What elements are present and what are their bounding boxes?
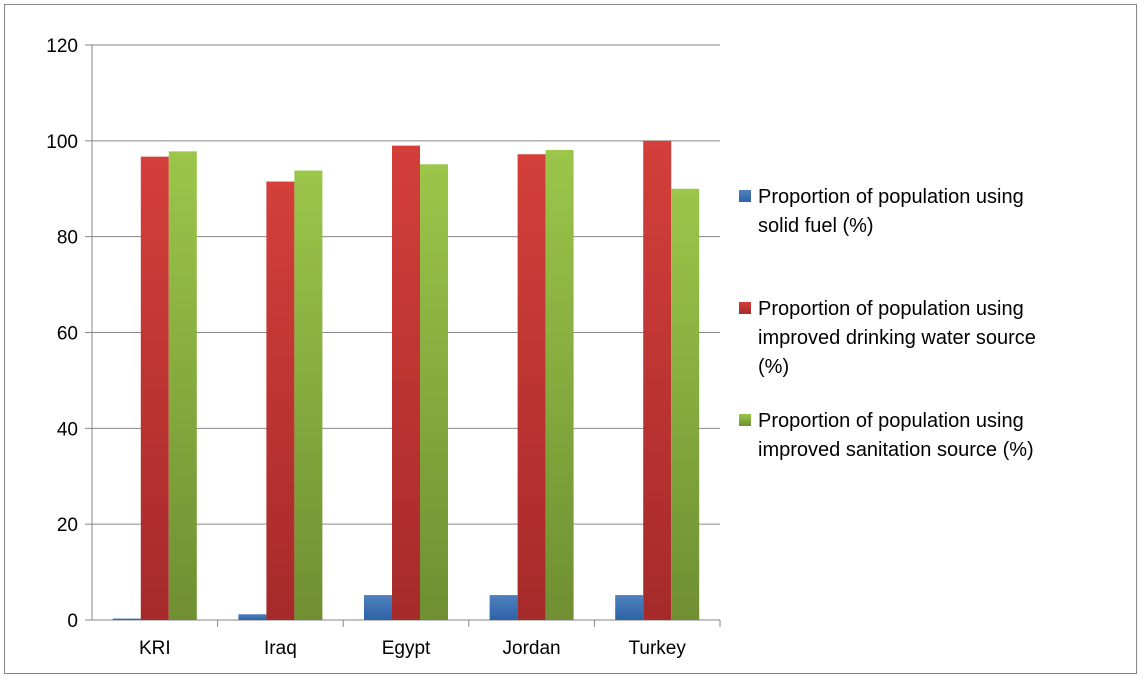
x-tick-label: Jordan bbox=[503, 638, 561, 659]
legend-label: improved drinking water source bbox=[758, 327, 1036, 349]
x-tick-label: Turkey bbox=[629, 638, 687, 659]
x-tick-label: Egypt bbox=[382, 638, 431, 659]
legend-label: solid fuel (%) bbox=[758, 215, 874, 237]
legend-label: (%) bbox=[758, 356, 789, 378]
y-tick-label: 120 bbox=[46, 36, 78, 57]
bar bbox=[517, 154, 546, 620]
bar bbox=[266, 181, 295, 620]
x-tick-labels: KRI Iraq Egypt Jordan Turkey bbox=[139, 638, 686, 659]
bar bbox=[238, 614, 267, 620]
bar bbox=[112, 618, 141, 620]
y-tick-label: 80 bbox=[57, 228, 78, 249]
y-tick-label: 20 bbox=[57, 515, 78, 536]
bar bbox=[140, 156, 169, 621]
y-tick-label: 100 bbox=[46, 132, 78, 153]
x-tick-label: Iraq bbox=[264, 638, 297, 659]
legend-label: improved sanitation source (%) bbox=[758, 439, 1034, 461]
legend-label: Proportion of population using bbox=[758, 410, 1024, 432]
bar bbox=[671, 188, 700, 620]
bar bbox=[364, 595, 392, 620]
bar bbox=[294, 170, 323, 620]
legend-label: Proportion of population using bbox=[758, 298, 1024, 320]
legend: Proportion of population using solid fuel… bbox=[739, 186, 1036, 461]
y-tick-labels: 0 20 40 60 80 100 120 bbox=[46, 36, 78, 632]
bar bbox=[420, 164, 448, 620]
legend-swatch bbox=[739, 302, 751, 314]
legend-swatch bbox=[739, 414, 751, 426]
bar bbox=[168, 151, 197, 620]
legend-label: Proportion of population using bbox=[758, 186, 1024, 208]
bars bbox=[112, 140, 700, 621]
bar bbox=[489, 595, 518, 620]
bar bbox=[545, 149, 574, 620]
legend-swatch bbox=[739, 190, 751, 202]
bar bbox=[615, 595, 644, 620]
bar bbox=[392, 145, 420, 620]
y-tick-label: 40 bbox=[57, 419, 78, 440]
x-tick-label: KRI bbox=[139, 638, 171, 659]
y-tick-label: 60 bbox=[57, 324, 78, 345]
y-tick-label: 0 bbox=[67, 611, 78, 632]
bar bbox=[643, 140, 672, 621]
